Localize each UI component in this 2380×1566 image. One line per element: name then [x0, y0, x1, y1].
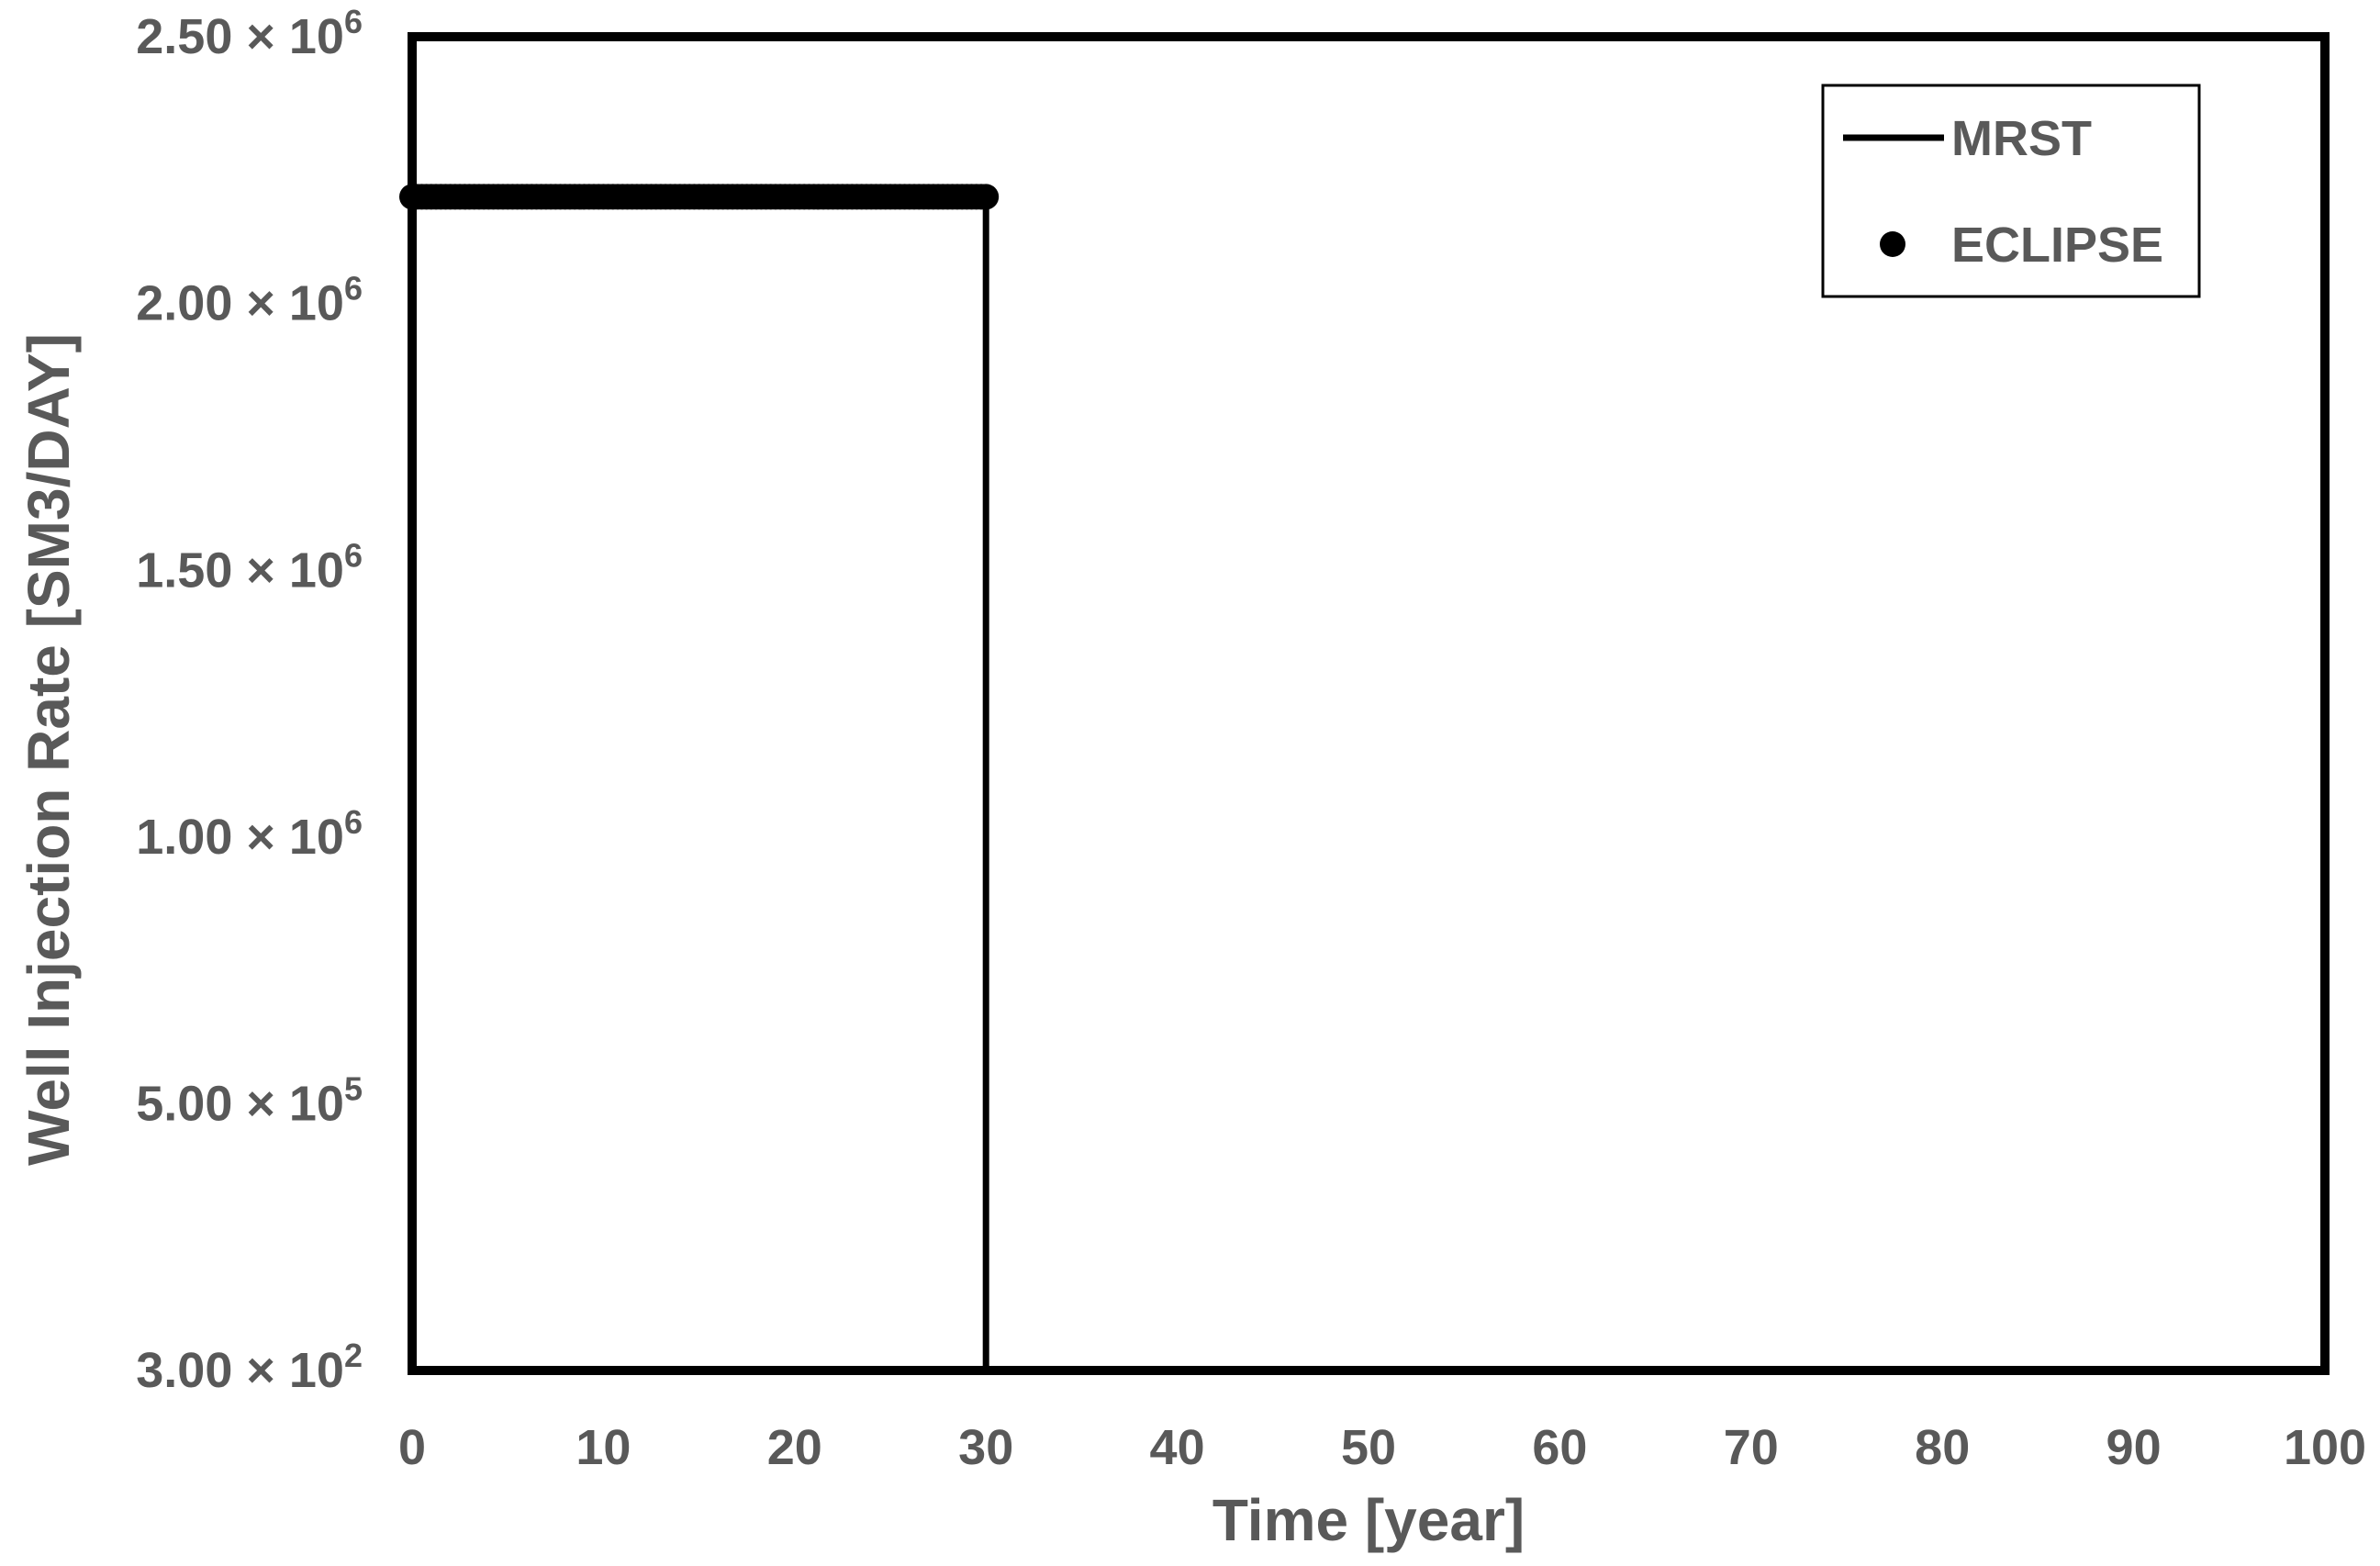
x-tick-label: 20	[767, 1420, 822, 1475]
y-tick-exponent: 5	[344, 1070, 363, 1108]
y-tick-label: 5.00 × 105	[136, 1070, 363, 1132]
y-tick-label: 1.50 × 106	[136, 536, 363, 598]
y-tick-label: 2.50 × 106	[136, 3, 363, 64]
legend-box	[1821, 84, 2201, 298]
y-tick-label: 2.00 × 106	[136, 270, 363, 331]
y-tick-mantissa: 1.00 × 10	[136, 810, 344, 865]
plot-marks	[399, 184, 2325, 1374]
x-tick-label: 60	[1532, 1420, 1587, 1475]
x-tick-label: 90	[2106, 1420, 2162, 1475]
data-point	[973, 184, 1000, 210]
legend-label-eclipse: ECLIPSE	[1951, 218, 2163, 273]
y-tick-exponent: 6	[344, 3, 363, 40]
y-tick-label: 1.00 × 106	[136, 803, 363, 865]
y-axis-title: Well Injection Rate [SM3/DAY]	[16, 333, 82, 1166]
x-tick-label: 80	[1915, 1420, 1970, 1475]
y-tick-mantissa: 2.00 × 10	[136, 276, 344, 331]
y-tick-mantissa: 3.00 × 10	[136, 1343, 344, 1398]
legend: MRST ECLIPSE	[1821, 84, 2201, 298]
y-tick-exponent: 6	[344, 803, 363, 841]
x-tick-label: 40	[1150, 1420, 1205, 1475]
y-tick-label: 3.00 × 102	[136, 1337, 363, 1398]
series-markers-eclipse	[399, 184, 1000, 210]
x-axis-title: Time [year]	[1212, 1487, 1525, 1553]
legend-eclipse-swatch	[1880, 231, 1905, 257]
x-tick-label: 70	[1724, 1420, 1779, 1475]
y-tick-mantissa: 2.50 × 10	[136, 9, 344, 64]
x-tick-label: 0	[398, 1420, 426, 1475]
x-tick-label: 50	[1341, 1420, 1396, 1475]
y-tick-exponent: 2	[344, 1337, 363, 1374]
y-tick-mantissa: 5.00 × 10	[136, 1077, 344, 1132]
y-tick-exponent: 6	[344, 536, 363, 574]
legend-label-mrst: MRST	[1951, 111, 2092, 166]
x-tick-label: 30	[958, 1420, 1013, 1475]
x-tick-label: 100	[2284, 1420, 2366, 1475]
x-tick-label: 10	[575, 1420, 631, 1475]
y-tick-mantissa: 1.50 × 10	[136, 543, 344, 598]
x-tick-labels: 0 10 20 30 40 50 60 70 80 90 100	[398, 1420, 2366, 1475]
y-tick-exponent: 6	[344, 270, 363, 308]
plot-frame	[408, 32, 2330, 1375]
series-line-mrst	[408, 193, 2325, 1374]
